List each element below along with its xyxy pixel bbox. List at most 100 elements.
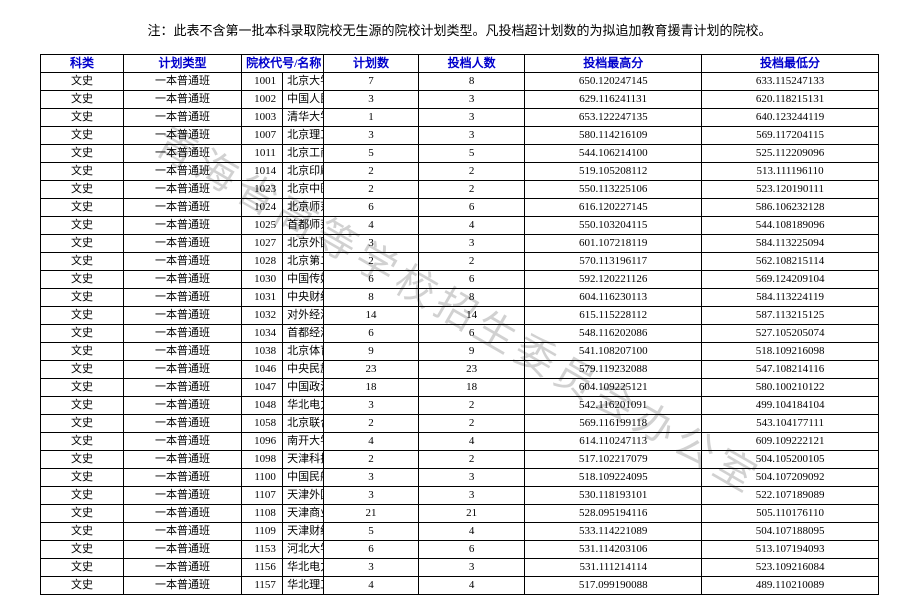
cell-filed: 8 <box>418 289 524 307</box>
cell-subject: 文史 <box>41 109 124 127</box>
cell-low: 543.104177111 <box>702 415 879 433</box>
cell-plan: 3 <box>324 91 419 109</box>
cell-code: 1153 <box>242 541 283 559</box>
cell-plan: 4 <box>324 577 419 595</box>
cell-name: 南开大学 <box>283 433 324 451</box>
cell-plantype: 一本普通班 <box>123 181 241 199</box>
cell-code: 1156 <box>242 559 283 577</box>
cell-name: 天津科技大学 <box>283 451 324 469</box>
cell-low: 586.106232128 <box>702 199 879 217</box>
cell-code: 1007 <box>242 127 283 145</box>
table-row: 文史一本普通班1002中国人民大学33629.116241131620.1182… <box>41 91 879 109</box>
cell-low: 569.117204115 <box>702 127 879 145</box>
cell-low: 584.113225094 <box>702 235 879 253</box>
cell-code: 1046 <box>242 361 283 379</box>
cell-high: 541.108207100 <box>525 343 702 361</box>
table-row: 文史一本普通班1157华北理工大学44517.099190088489.1102… <box>41 577 879 595</box>
cell-high: 629.116241131 <box>525 91 702 109</box>
cell-plan: 3 <box>324 235 419 253</box>
cell-subject: 文史 <box>41 487 124 505</box>
cell-subject: 文史 <box>41 469 124 487</box>
table-row: 文史一本普通班1001北京大学78650.120247145633.115247… <box>41 73 879 91</box>
cell-code: 1047 <box>242 379 283 397</box>
cell-high: 533.114221089 <box>525 523 702 541</box>
table-row: 文史一本普通班1108天津商业大学2121528.095194116505.11… <box>41 505 879 523</box>
cell-plantype: 一本普通班 <box>123 343 241 361</box>
cell-plantype: 一本普通班 <box>123 487 241 505</box>
cell-plantype: 一本普通班 <box>123 199 241 217</box>
cell-filed: 3 <box>418 487 524 505</box>
cell-plan: 9 <box>324 343 419 361</box>
cell-subject: 文史 <box>41 343 124 361</box>
cell-name: 首都经济贸易大学 <box>283 325 324 343</box>
cell-plantype: 一本普通班 <box>123 73 241 91</box>
table-row: 文史一本普通班1046中央民族大学2323579.119232088547.10… <box>41 361 879 379</box>
cell-plan: 8 <box>324 289 419 307</box>
cell-subject: 文史 <box>41 433 124 451</box>
cell-high: 580.114216109 <box>525 127 702 145</box>
cell-plan: 6 <box>324 199 419 217</box>
cell-filed: 6 <box>418 271 524 289</box>
cell-subject: 文史 <box>41 289 124 307</box>
cell-name: 天津财经大学 <box>283 523 324 541</box>
cell-code: 1003 <box>242 109 283 127</box>
cell-low: 522.107189089 <box>702 487 879 505</box>
cell-plantype: 一本普通班 <box>123 91 241 109</box>
cell-plan: 3 <box>324 127 419 145</box>
table-row: 文史一本普通班1034首都经济贸易大学66548.116202086527.10… <box>41 325 879 343</box>
cell-low: 587.113215125 <box>702 307 879 325</box>
header-high: 投档最高分 <box>525 55 702 73</box>
cell-plan: 18 <box>324 379 419 397</box>
cell-name: 中国人民大学 <box>283 91 324 109</box>
table-row: 文史一本普通班1030中国传媒大学66592.120221126569.1242… <box>41 271 879 289</box>
table-row: 文史一本普通班1153河北大学66531.114203106513.107194… <box>41 541 879 559</box>
cell-name: 中国民航大学 <box>283 469 324 487</box>
cell-plantype: 一本普通班 <box>123 325 241 343</box>
cell-filed: 2 <box>418 253 524 271</box>
cell-filed: 8 <box>418 73 524 91</box>
table-row: 文史一本普通班1024北京师范大学66616.120227145586.1062… <box>41 199 879 217</box>
cell-filed: 21 <box>418 505 524 523</box>
cell-high: 517.102217079 <box>525 451 702 469</box>
table-row: 文史一本普通班1098天津科技大学22517.102217079504.1052… <box>41 451 879 469</box>
cell-high: 601.107218119 <box>525 235 702 253</box>
cell-filed: 3 <box>418 91 524 109</box>
cell-low: 544.108189096 <box>702 217 879 235</box>
cell-filed: 3 <box>418 559 524 577</box>
cell-high: 592.120221126 <box>525 271 702 289</box>
cell-high: 519.105208112 <box>525 163 702 181</box>
cell-name: 北京联合大学 <box>283 415 324 433</box>
cell-subject: 文史 <box>41 253 124 271</box>
cell-low: 633.115247133 <box>702 73 879 91</box>
cell-low: 525.112209096 <box>702 145 879 163</box>
cell-plan: 4 <box>324 433 419 451</box>
cell-low: 547.108214116 <box>702 361 879 379</box>
cell-name: 北京理工大学 <box>283 127 324 145</box>
table-row: 文史一本普通班1096南开大学44614.110247113609.109222… <box>41 433 879 451</box>
cell-subject: 文史 <box>41 307 124 325</box>
cell-plantype: 一本普通班 <box>123 307 241 325</box>
table-row: 文史一本普通班1048华北电力大学(北京)32542.116201091499.… <box>41 397 879 415</box>
cell-filed: 18 <box>418 379 524 397</box>
cell-subject: 文史 <box>41 415 124 433</box>
cell-name: 对外经济贸易大学 <box>283 307 324 325</box>
cell-low: 569.124209104 <box>702 271 879 289</box>
cell-name: 华北理工大学 <box>283 577 324 595</box>
cell-plantype: 一本普通班 <box>123 127 241 145</box>
cell-plan: 6 <box>324 325 419 343</box>
cell-code: 1098 <box>242 451 283 469</box>
cell-plan: 7 <box>324 73 419 91</box>
cell-filed: 4 <box>418 217 524 235</box>
table-row: 文史一本普通班1014北京印刷学院22519.105208112513.1111… <box>41 163 879 181</box>
table-row: 文史一本普通班1032对外经济贸易大学1414615.115228112587.… <box>41 307 879 325</box>
table-row: 文史一本普通班1107天津外国语大学33530.118193101522.107… <box>41 487 879 505</box>
cell-subject: 文史 <box>41 217 124 235</box>
cell-high: 653.122247135 <box>525 109 702 127</box>
cell-name: 首都师范大学 <box>283 217 324 235</box>
table-row: 文史一本普通班1100中国民航大学33518.109224095504.1072… <box>41 469 879 487</box>
cell-subject: 文史 <box>41 505 124 523</box>
cell-subject: 文史 <box>41 181 124 199</box>
cell-name: 北京师范大学 <box>283 199 324 217</box>
cell-code: 1034 <box>242 325 283 343</box>
cell-low: 523.109216084 <box>702 559 879 577</box>
